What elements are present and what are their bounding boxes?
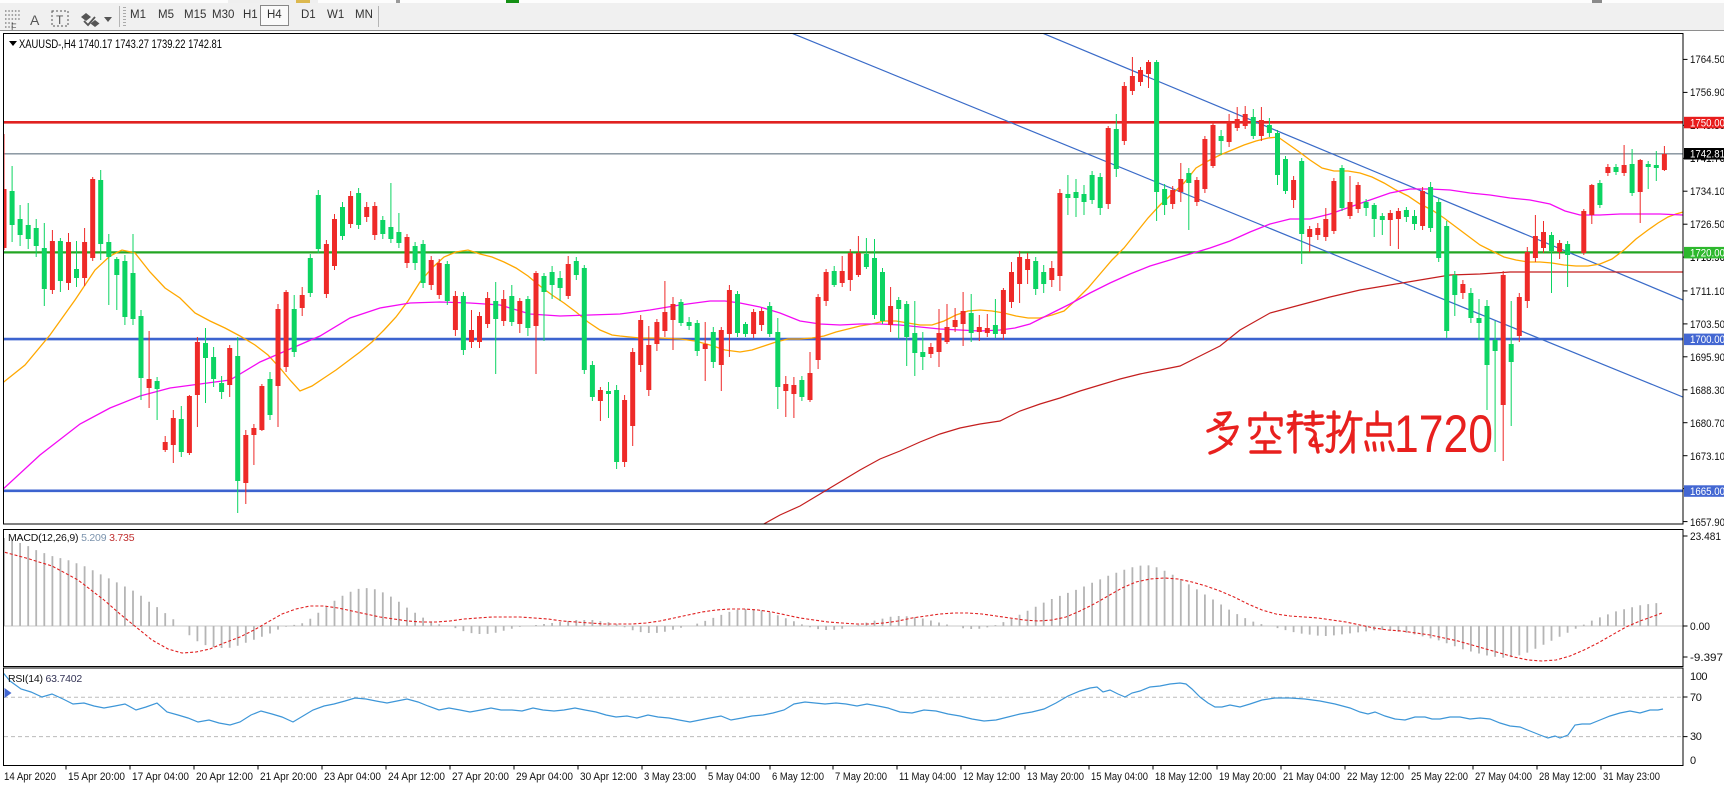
svg-text:15 May 04:00: 15 May 04:00	[1091, 771, 1148, 783]
svg-text:XAUUSD-,H4 1740.17 1743.27 17: XAUUSD-,H4 1740.17 1743.27 1739.22 1742.…	[19, 39, 222, 51]
svg-text:1734.10: 1734.10	[1690, 186, 1724, 198]
svg-text:1673.10: 1673.10	[1690, 451, 1724, 463]
svg-text:1720.00: 1720.00	[1690, 248, 1724, 260]
svg-text:27 Apr 20:00: 27 Apr 20:00	[452, 771, 509, 783]
svg-text:1726.50: 1726.50	[1690, 219, 1724, 231]
svg-text:6 May 12:00: 6 May 12:00	[772, 771, 824, 783]
svg-text:18 May 12:00: 18 May 12:00	[1155, 771, 1212, 783]
svg-text:13 May 20:00: 13 May 20:00	[1027, 771, 1084, 783]
svg-text:21 May 04:00: 21 May 04:00	[1283, 771, 1340, 783]
svg-text:11 May 04:00: 11 May 04:00	[899, 771, 956, 783]
svg-text:15 Apr 20:00: 15 Apr 20:00	[68, 771, 125, 783]
svg-text:29 Apr 04:00: 29 Apr 04:00	[516, 771, 573, 783]
svg-text:1711.10: 1711.10	[1690, 286, 1724, 298]
svg-text:22 May 12:00: 22 May 12:00	[1347, 771, 1404, 783]
svg-text:A: A	[30, 12, 40, 28]
svg-text:1665.00: 1665.00	[1690, 486, 1724, 498]
svg-text:19 May 20:00: 19 May 20:00	[1219, 771, 1276, 783]
svg-text:100: 100	[1690, 671, 1707, 683]
svg-text:27 May 04:00: 27 May 04:00	[1475, 771, 1532, 783]
svg-text:30: 30	[1690, 731, 1702, 743]
svg-text:1764.50: 1764.50	[1690, 54, 1724, 66]
svg-text:1742.81: 1742.81	[1690, 149, 1724, 161]
svg-text:1750.00: 1750.00	[1690, 118, 1724, 130]
svg-text:1756.90: 1756.90	[1690, 87, 1724, 99]
svg-text:70: 70	[1690, 692, 1702, 704]
svg-text:MACD(12,26,9) 5.209 3.735: MACD(12,26,9) 5.209 3.735	[8, 532, 135, 544]
svg-text:7 May 20:00: 7 May 20:00	[835, 771, 887, 783]
svg-text:25 May 22:00: 25 May 22:00	[1411, 771, 1468, 783]
svg-text:1720: 1720	[1394, 405, 1493, 463]
svg-text:3 May 23:00: 3 May 23:00	[644, 771, 696, 783]
svg-text:17 Apr 04:00: 17 Apr 04:00	[132, 771, 189, 783]
svg-text:0: 0	[1690, 755, 1696, 767]
svg-text:1688.30: 1688.30	[1690, 385, 1724, 397]
svg-text:30 Apr 12:00: 30 Apr 12:00	[580, 771, 637, 783]
svg-text:-9.397: -9.397	[1690, 652, 1723, 664]
svg-text:5 May 04:00: 5 May 04:00	[708, 771, 760, 783]
svg-text:1695.90: 1695.90	[1690, 352, 1724, 364]
svg-text:12 May 12:00: 12 May 12:00	[963, 771, 1020, 783]
svg-text:14 Apr 2020: 14 Apr 2020	[4, 771, 56, 783]
svg-text:RSI(14) 63.7402: RSI(14) 63.7402	[8, 673, 82, 685]
svg-text:21 Apr 20:00: 21 Apr 20:00	[260, 771, 317, 783]
svg-text:0.00: 0.00	[1690, 621, 1710, 633]
svg-text:1700.00: 1700.00	[1690, 334, 1724, 346]
svg-text:T: T	[56, 13, 64, 27]
svg-text:24 Apr 12:00: 24 Apr 12:00	[388, 771, 445, 783]
svg-text:23 Apr 04:00: 23 Apr 04:00	[324, 771, 381, 783]
svg-text:28 May 12:00: 28 May 12:00	[1539, 771, 1596, 783]
svg-text:1703.50: 1703.50	[1690, 319, 1724, 331]
svg-text:31 May 23:00: 31 May 23:00	[1603, 771, 1660, 783]
svg-text:23.481: 23.481	[1690, 531, 1721, 543]
svg-text:20 Apr 12:00: 20 Apr 12:00	[196, 771, 253, 783]
svg-text:1657.90: 1657.90	[1690, 517, 1724, 529]
svg-text:1680.70: 1680.70	[1690, 418, 1724, 430]
svg-text:F: F	[11, 22, 17, 32]
